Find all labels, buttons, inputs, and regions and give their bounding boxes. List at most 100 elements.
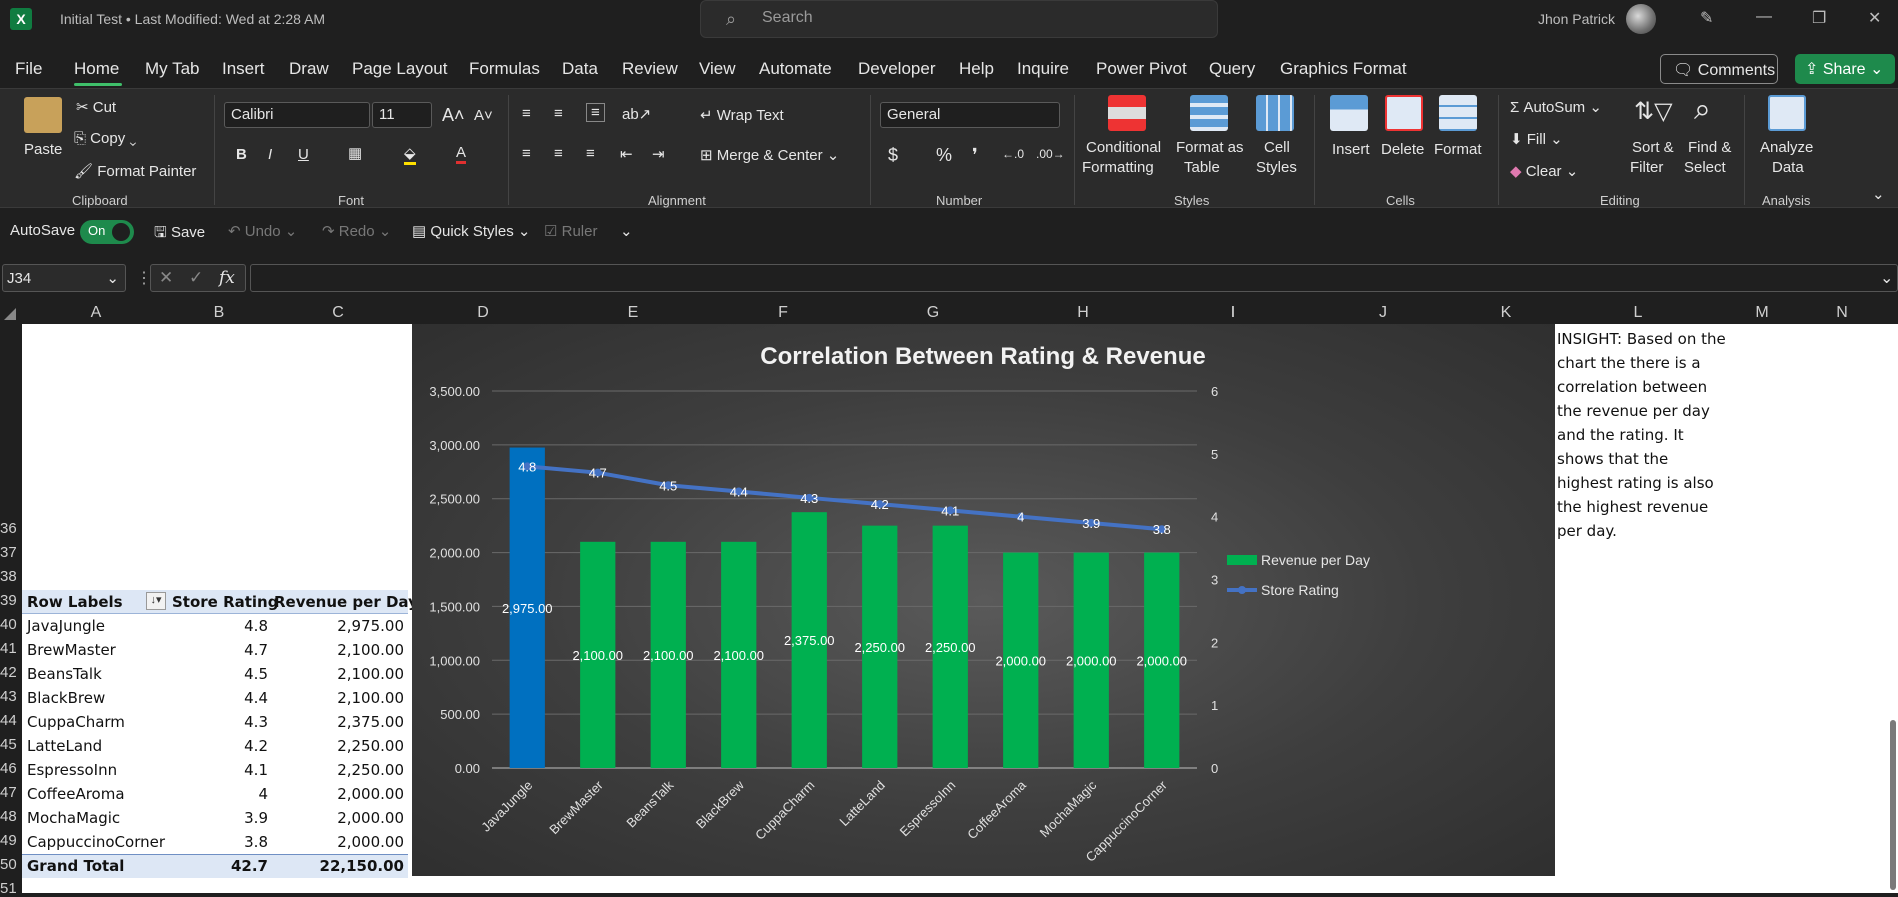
fill-color-icon[interactable]: ⬙ (404, 144, 416, 165)
tab-view[interactable]: View (699, 59, 736, 78)
percent-icon[interactable]: % (936, 145, 953, 165)
increase-decimal-icon[interactable]: ←.0 (1002, 147, 1025, 161)
insert-cells-button[interactable]: Insert (1332, 141, 1370, 158)
pivot-row-rating[interactable]: 4.5 (244, 665, 268, 683)
align-top-icon[interactable]: ≡ (522, 105, 531, 122)
column-header-a[interactable]: A (90, 304, 102, 321)
pivot-total-rating[interactable]: 42.7 (230, 857, 268, 875)
row-header[interactable]: 51 (0, 880, 17, 897)
save-button[interactable]: 🖫 Save (154, 222, 205, 247)
tab-review[interactable]: Review (622, 59, 678, 78)
pivot-header-row-labels[interactable]: Row Labels (27, 593, 123, 611)
row-header[interactable]: 44 (0, 712, 17, 729)
insert-cells-icon[interactable] (1330, 95, 1368, 131)
pivot-row-rating[interactable]: 4.7 (244, 641, 268, 659)
increase-indent-icon[interactable]: ⇥ (652, 146, 665, 163)
sort-filter-icon[interactable]: ⇅▽ (1634, 98, 1673, 125)
pivot-header-store-rating[interactable]: Store Rating (172, 593, 279, 611)
pivot-row-rating[interactable]: 4.1 (244, 761, 268, 779)
find-select-label[interactable]: Select (1684, 159, 1726, 176)
row-header[interactable]: 40 (0, 616, 17, 633)
row-header[interactable]: 48 (0, 808, 17, 825)
pivot-header-revenue[interactable]: Revenue per Day (274, 593, 418, 611)
user-name[interactable]: Jhon Patrick (1538, 11, 1616, 27)
font-size-select[interactable]: 11 (372, 102, 432, 128)
pivot-row-rating[interactable]: 4.8 (244, 617, 268, 635)
bold-button[interactable]: B (236, 146, 247, 163)
enter-icon[interactable]: ✓ (189, 268, 204, 287)
tab-home[interactable]: Home (74, 59, 120, 78)
search-box[interactable] (700, 0, 1218, 38)
autosum-button[interactable]: Σ AutoSum ⌄ (1510, 98, 1602, 116)
font-name-select[interactable]: Calibri (224, 102, 370, 128)
decrease-font-icon[interactable]: A˅ (474, 107, 493, 124)
expand-formula-icon[interactable]: ⌄ (1880, 270, 1894, 287)
pivot-total-revenue[interactable]: 22,150.00 (319, 857, 404, 875)
pivot-row-rating[interactable]: 4.4 (244, 689, 268, 707)
decrease-decimal-icon[interactable]: .00→ (1036, 147, 1065, 161)
close-icon[interactable]: ✕ (1868, 10, 1882, 27)
row-header[interactable]: 47 (0, 784, 17, 801)
paste-icon[interactable] (24, 97, 62, 133)
column-header-i[interactable]: I (1230, 304, 1236, 321)
pivot-row-revenue[interactable]: 2,000.00 (337, 833, 404, 851)
currency-icon[interactable]: $ (888, 145, 899, 165)
align-middle-icon[interactable]: ≡ (554, 105, 563, 122)
pivot-row-revenue[interactable]: 2,375.00 (337, 713, 404, 731)
cancel-icon[interactable]: ✕ (159, 268, 174, 287)
insight-text[interactable]: INSIGHT: Based on the chart the there is… (1557, 330, 1726, 540)
row-header[interactable]: 42 (0, 664, 17, 681)
tab-insert[interactable]: Insert (222, 59, 265, 78)
restore-icon[interactable]: ❐ (1812, 10, 1827, 27)
find-select-button[interactable]: Find & (1688, 139, 1732, 156)
pen-icon[interactable]: ✎ (1700, 10, 1714, 27)
pivot-row-label[interactable]: JavaJungle (27, 617, 106, 635)
conditional-formatting-button[interactable]: Conditional (1086, 139, 1162, 156)
pivot-row-rating[interactable]: 4.2 (244, 737, 268, 755)
tab-inquire[interactable]: Inquire (1017, 59, 1069, 78)
column-header-g[interactable]: G (926, 304, 940, 321)
increase-font-icon[interactable]: A˄ (442, 105, 465, 125)
row-header[interactable]: 50 (0, 856, 17, 873)
cell-styles-icon[interactable] (1256, 95, 1294, 131)
orientation-icon[interactable]: ab↗ (622, 106, 652, 123)
pivot-row-label[interactable]: MochaMagic (27, 809, 121, 827)
column-header-c[interactable]: C (332, 304, 344, 321)
select-all-icon[interactable] (4, 308, 16, 320)
align-bottom-icon[interactable]: ≡ (586, 103, 605, 122)
format-cells-icon[interactable] (1439, 95, 1477, 131)
pivot-row-rating[interactable]: 4.3 (244, 713, 268, 731)
underline-button[interactable]: U (298, 146, 309, 163)
column-header-n[interactable]: N (1836, 304, 1848, 321)
name-box[interactable]: J34 ⌄ (2, 264, 126, 292)
pivot-row-label[interactable]: CoffeeAroma (27, 785, 125, 803)
row-header[interactable]: 37 (0, 544, 17, 561)
copy-button[interactable]: ⎘ Copy ⌄ (74, 130, 136, 147)
analyze-data-label[interactable]: Data (1772, 159, 1804, 176)
decrease-indent-icon[interactable]: ⇤ (620, 146, 633, 163)
column-header-l[interactable]: L (1633, 304, 1643, 321)
fill-button[interactable]: ⬇ Fill ⌄ (1510, 130, 1563, 148)
tab-draw[interactable]: Draw (289, 59, 329, 78)
pivot-row-label[interactable]: BlackBrew (27, 689, 106, 707)
tab-formulas[interactable]: Formulas (469, 59, 540, 78)
row-header[interactable]: 46 (0, 760, 17, 777)
conditional-formatting-icon[interactable] (1108, 95, 1146, 131)
column-header-e[interactable]: E (627, 304, 639, 321)
more-options-icon[interactable]: ⋮ (136, 270, 152, 287)
pivot-row-revenue[interactable]: 2,975.00 (337, 617, 404, 635)
tab-page-layout[interactable]: Page Layout (352, 59, 448, 78)
row-header[interactable]: 43 (0, 688, 17, 705)
tab-query[interactable]: Query (1209, 59, 1256, 78)
column-header-d[interactable]: D (477, 304, 489, 321)
analyze-data-button[interactable]: Analyze (1760, 139, 1814, 156)
delete-cells-button[interactable]: Delete (1381, 141, 1425, 158)
ruler-checkbox[interactable]: ☑ Ruler (544, 222, 597, 240)
row-header[interactable]: 49 (0, 832, 17, 849)
magnifier-icon[interactable]: ⌕ (1694, 93, 1711, 126)
conditional-formatting-label[interactable]: Formatting (1082, 159, 1154, 176)
tab-my-tab[interactable]: My Tab (145, 59, 200, 78)
pivot-row-label[interactable]: CuppaCharm (27, 713, 125, 731)
pivot-row-revenue[interactable]: 2,100.00 (337, 641, 404, 659)
column-header-b[interactable]: B (213, 304, 225, 321)
